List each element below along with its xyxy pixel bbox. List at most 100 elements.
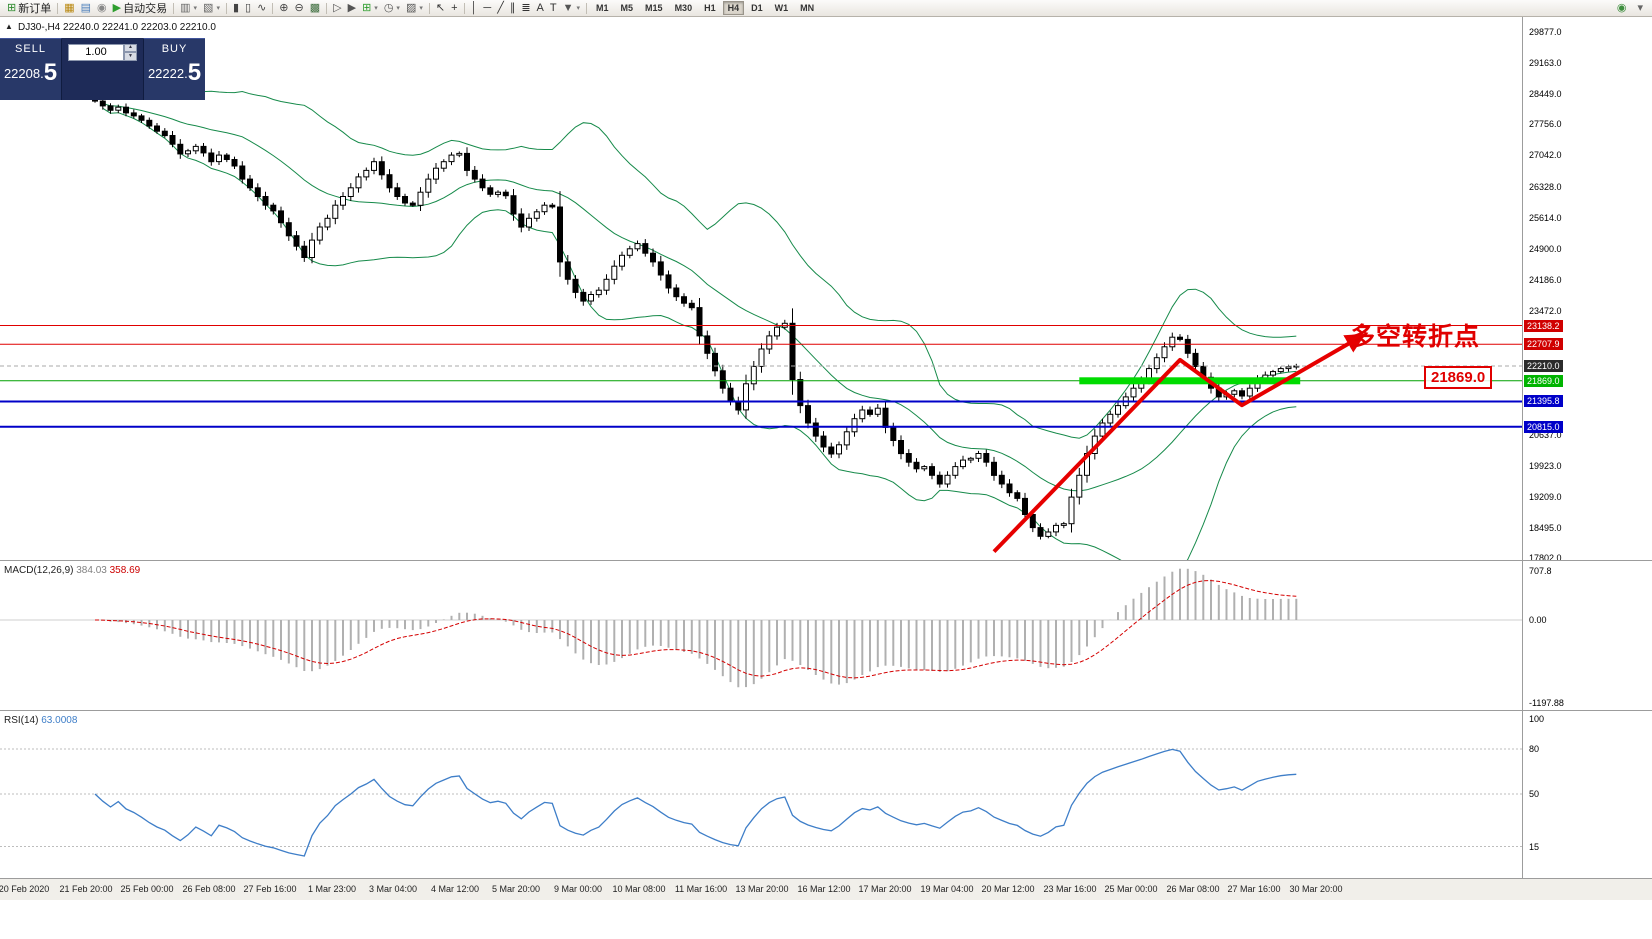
- timeframe-m5-button[interactable]: M5: [620, 3, 634, 13]
- toolbar-separator: [225, 2, 227, 14]
- caret-down-icon: ▾: [216, 5, 220, 12]
- profiles-button[interactable]: ▧ ▾: [200, 1, 223, 16]
- time-axis-label: 27 Feb 16:00: [243, 884, 297, 894]
- auto-scroll-button[interactable]: ▶: [345, 1, 359, 16]
- toolbar-right-icon-2[interactable]: ▾: [1634, 1, 1646, 16]
- zoom-out-button[interactable]: ⊖: [292, 1, 307, 16]
- rsi-scale[interactable]: 100 80 50 15: [1522, 711, 1652, 878]
- zoom-in-button[interactable]: ⊕: [276, 1, 291, 16]
- market-watch-icon: ▦: [64, 1, 75, 14]
- price-scale[interactable]: 29877.0 29163.0 28449.0 27756.0 27042.0 26328…: [1522, 17, 1652, 560]
- price-tick: 20637.0: [1529, 430, 1562, 440]
- channel-button[interactable]: ∥: [507, 1, 519, 16]
- fibonacci-icon: ≣: [521, 1, 531, 14]
- templates-icon: ▨: [405, 1, 417, 14]
- cursor-button[interactable]: ↖: [433, 1, 448, 16]
- data-window-icon: ▤: [80, 1, 92, 14]
- candlestick-chart-icon: ▯: [245, 1, 252, 14]
- price-tick: 23472.0: [1529, 306, 1562, 316]
- macd-plot[interactable]: [0, 561, 1522, 710]
- indicators-button[interactable]: ⊞ ▾: [359, 1, 381, 16]
- sell-price-large: 5: [43, 59, 58, 86]
- tile-windows-button[interactable]: ▩: [307, 1, 323, 16]
- rsi-name: RSI(14): [4, 715, 39, 726]
- text-button[interactable]: A: [534, 1, 547, 16]
- caret-down-icon: ▾: [193, 5, 198, 12]
- price-chart-panel: ▲ DJ30-,H4 22240.0 22241.0 22203.0 22210…: [0, 17, 1652, 560]
- macd-scale[interactable]: 707.8 0.00 -1197.88: [1522, 561, 1652, 710]
- trendline-button[interactable]: ╱: [494, 1, 507, 16]
- auto-scroll-icon: ▶: [347, 1, 357, 14]
- volume-spinner: ▲ ▼: [124, 43, 137, 61]
- trade-panel-collapse-icon[interactable]: ▲: [5, 22, 13, 31]
- toolbar-separator: [428, 2, 430, 14]
- price-tick: 19923.0: [1529, 461, 1562, 471]
- volume-up-button[interactable]: ▲: [124, 43, 137, 52]
- toolbar-separator: [326, 2, 328, 14]
- macd-tick: -1197.88: [1529, 698, 1564, 708]
- timeframe-h4-button[interactable]: H4: [722, 1, 745, 15]
- vertical-line-button[interactable]: │: [468, 1, 481, 16]
- line-chart-button[interactable]: ∿: [254, 1, 269, 16]
- caret-down-icon: ▾: [419, 5, 423, 12]
- rsi-panel: RSI(14) 63.0008 100 80 50 15: [0, 710, 1652, 878]
- time-axis-label: 21 Feb 20:00: [59, 884, 113, 894]
- macd-value-signal: 358.69: [109, 565, 141, 576]
- caret-down-icon: ▾: [576, 5, 581, 12]
- toolbar-right-icon-1[interactable]: ◉: [1614, 1, 1630, 16]
- volume-down-button[interactable]: ▼: [124, 52, 137, 61]
- price-badge: 23138.2: [1524, 320, 1563, 332]
- vertical-line-icon: │: [470, 1, 478, 14]
- bar-chart-button[interactable]: ▮: [230, 1, 242, 16]
- price-tick: 29877.0: [1529, 27, 1562, 37]
- periods-button[interactable]: ◷ ▾: [381, 1, 403, 16]
- timeframe-mn-button[interactable]: MN: [800, 3, 815, 13]
- price-badge: 22707.9: [1524, 338, 1563, 350]
- fibonacci-button[interactable]: ≣: [518, 1, 533, 16]
- timeframe-h1-button[interactable]: H1: [704, 3, 716, 13]
- navigator-icon: ◉: [97, 1, 107, 14]
- price-tick: 28449.0: [1529, 89, 1562, 99]
- rsi-plot[interactable]: [0, 711, 1522, 878]
- data-window-button[interactable]: ▤: [78, 1, 94, 16]
- timeframe-d1-button[interactable]: D1: [751, 3, 763, 13]
- buy-button[interactable]: BUY 22222. 5: [143, 38, 205, 100]
- sell-button[interactable]: SELL 22208. 5: [0, 38, 62, 100]
- time-axis-label: 11 Mar 16:00: [674, 884, 728, 894]
- trendline-icon: ╱: [497, 1, 504, 14]
- price-tick: 24186.0: [1529, 275, 1562, 285]
- volume-cell: ▲ ▼: [62, 38, 143, 62]
- toolbar-separator: [173, 2, 175, 14]
- horizontal-line-button[interactable]: ─: [480, 1, 494, 16]
- timeframe-m1-button[interactable]: M1: [596, 3, 609, 13]
- timeframe-w1-button[interactable]: W1: [774, 3, 789, 13]
- templates-button[interactable]: ▨ ▾: [403, 1, 426, 16]
- new-chart-icon: ▥: [180, 1, 191, 14]
- auto-trading-button[interactable]: ▶ 自动交易: [110, 1, 170, 16]
- price-badge: 21869.0: [1524, 375, 1563, 387]
- candlestick-chart-button[interactable]: ▯: [242, 1, 254, 16]
- price-badge: 21395.8: [1524, 395, 1563, 407]
- price-chart-plot[interactable]: [0, 17, 1522, 560]
- indicators-icon: ⊞: [362, 1, 372, 14]
- new-chart-button[interactable]: ▥ ▾: [177, 1, 200, 16]
- chart-shift-button[interactable]: ▷: [330, 1, 344, 16]
- market-watch-button[interactable]: ▦: [61, 1, 77, 16]
- navigator-button[interactable]: ◉: [94, 1, 110, 16]
- text-label-button[interactable]: T: [547, 1, 560, 16]
- shapes-button[interactable]: ▼ ▾: [560, 1, 583, 16]
- new-order-button[interactable]: ⊞ 新订单: [4, 1, 54, 16]
- zoom-in-icon: ⊕: [279, 1, 289, 14]
- tile-windows-icon: ▩: [309, 1, 321, 14]
- crosshair-button[interactable]: +: [448, 1, 460, 16]
- time-axis-label: 1 Mar 23:00: [307, 884, 357, 894]
- time-axis[interactable]: 20 Feb 2020 21 Feb 20:00 25 Feb 00:00 26 Fe…: [0, 878, 1652, 900]
- timeframe-m30-button[interactable]: M30: [674, 3, 693, 13]
- rsi-label: RSI(14) 63.0008: [4, 715, 77, 726]
- macd-tick: 707.8: [1529, 566, 1552, 576]
- macd-value-main: 384.03: [76, 565, 107, 576]
- volume-input[interactable]: [68, 43, 124, 61]
- timeframe-m15-button[interactable]: M15: [645, 3, 663, 13]
- price-tick: 26328.0: [1529, 182, 1562, 192]
- price-tick: 19209.0: [1529, 492, 1562, 502]
